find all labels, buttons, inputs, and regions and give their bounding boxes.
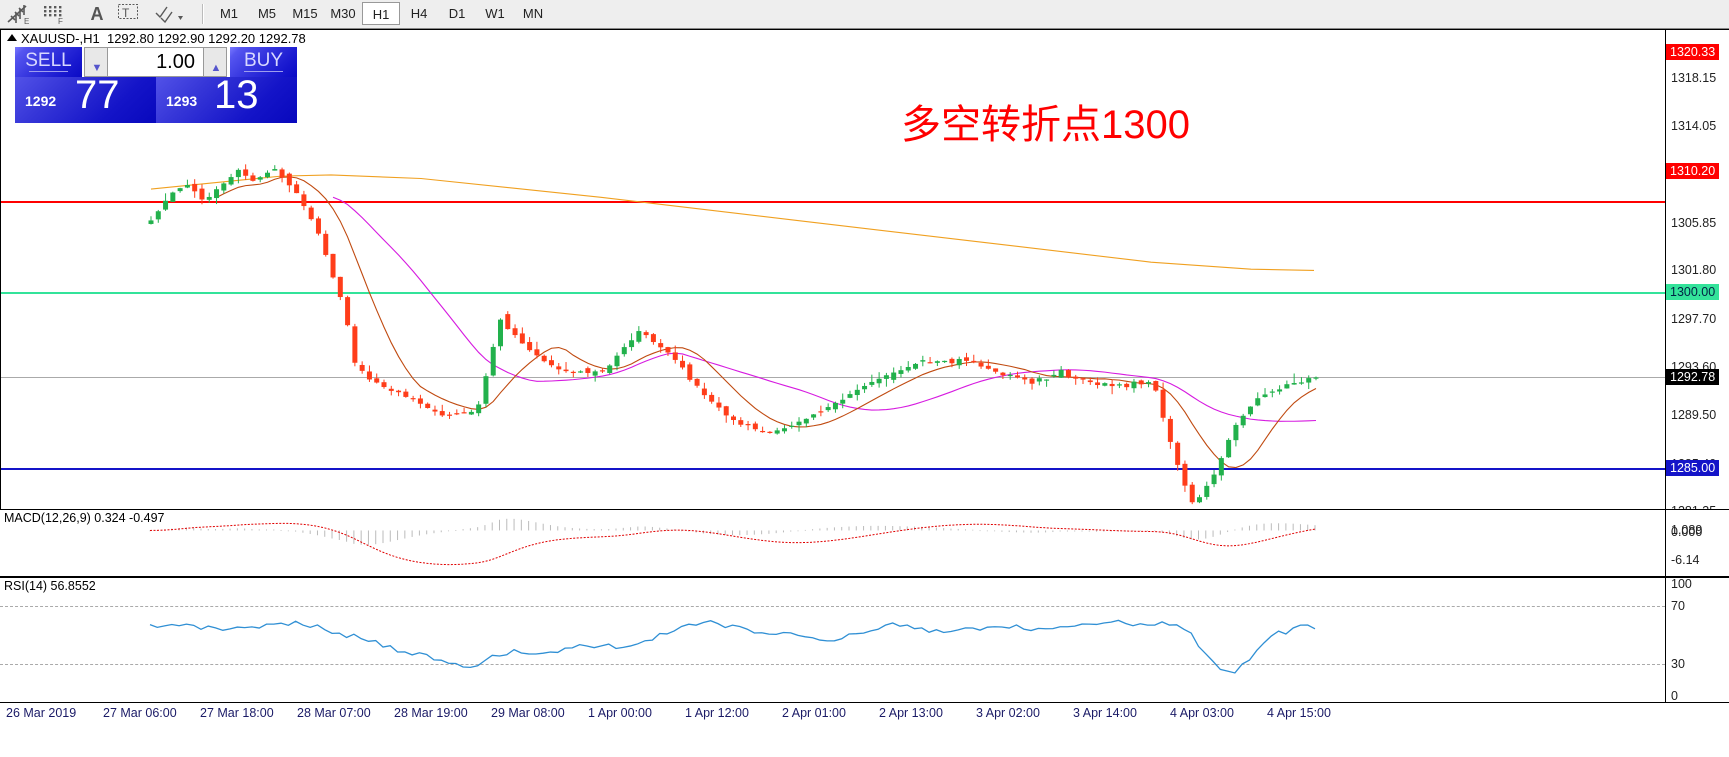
svg-text:F: F (58, 17, 63, 24)
svg-text:T: T (122, 6, 130, 20)
svg-text:E: E (24, 17, 29, 24)
